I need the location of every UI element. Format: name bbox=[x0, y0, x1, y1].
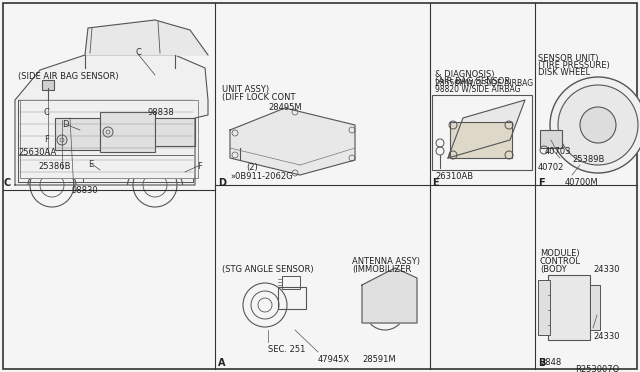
Text: (TIRE PRESSURE): (TIRE PRESSURE) bbox=[538, 61, 610, 70]
Text: A: A bbox=[218, 358, 225, 368]
Text: (IMMOBILIZER: (IMMOBILIZER bbox=[352, 265, 412, 274]
Text: 47945X: 47945X bbox=[318, 355, 350, 364]
Text: (2): (2) bbox=[246, 163, 258, 172]
Bar bbox=[100, 112, 155, 152]
Circle shape bbox=[550, 77, 640, 173]
Text: SENSOR UNIT): SENSOR UNIT) bbox=[538, 54, 598, 63]
Text: »0B911-2062G: »0B911-2062G bbox=[230, 172, 292, 181]
Text: 28556MW/O SIDE AIRBAG: 28556MW/O SIDE AIRBAG bbox=[435, 78, 533, 87]
Text: E: E bbox=[88, 160, 93, 169]
Text: 2848: 2848 bbox=[540, 358, 561, 367]
Text: (BODY: (BODY bbox=[540, 265, 566, 274]
Text: 24330: 24330 bbox=[593, 332, 620, 341]
Text: DISK WHEEL: DISK WHEEL bbox=[538, 68, 590, 77]
Text: (STG ANGLE SENSOR): (STG ANGLE SENSOR) bbox=[222, 265, 314, 274]
Bar bbox=[538, 280, 550, 335]
Polygon shape bbox=[362, 268, 417, 323]
Bar bbox=[450, 122, 512, 158]
Text: 26310AB: 26310AB bbox=[435, 172, 473, 181]
Circle shape bbox=[558, 85, 638, 165]
Bar bbox=[18, 100, 83, 182]
Text: C: C bbox=[4, 178, 12, 188]
Text: E: E bbox=[432, 178, 438, 188]
Text: (DIFF LOCK CONT: (DIFF LOCK CONT bbox=[222, 93, 296, 102]
Text: 98838: 98838 bbox=[148, 108, 175, 117]
Text: D: D bbox=[218, 178, 226, 188]
Text: C: C bbox=[44, 108, 50, 117]
Bar bbox=[55, 118, 100, 150]
Text: 25386B: 25386B bbox=[38, 162, 70, 171]
Text: (AIR BAG SENSOR: (AIR BAG SENSOR bbox=[435, 77, 510, 86]
Text: 24330: 24330 bbox=[593, 265, 620, 274]
Bar bbox=[590, 285, 600, 330]
Bar bbox=[282, 276, 300, 289]
Text: 25630AA: 25630AA bbox=[18, 148, 56, 157]
Text: ANTENNA ASSY): ANTENNA ASSY) bbox=[352, 257, 420, 266]
Text: MODULE): MODULE) bbox=[540, 249, 580, 258]
Bar bbox=[18, 100, 193, 182]
Text: UNIT ASSY): UNIT ASSY) bbox=[222, 85, 269, 94]
Circle shape bbox=[238, 141, 242, 145]
Bar bbox=[155, 118, 195, 146]
Polygon shape bbox=[15, 55, 208, 185]
Bar bbox=[278, 287, 306, 309]
Text: & DIAGNOSIS): & DIAGNOSIS) bbox=[435, 70, 495, 79]
Polygon shape bbox=[448, 100, 525, 158]
Bar bbox=[118, 118, 133, 128]
Text: C: C bbox=[135, 48, 141, 57]
Text: CONTROL: CONTROL bbox=[540, 257, 581, 266]
Text: 98820 W/SIDE AIRBAG: 98820 W/SIDE AIRBAG bbox=[435, 85, 520, 94]
Bar bbox=[42, 80, 54, 90]
Bar bbox=[92, 30, 154, 52]
Circle shape bbox=[580, 107, 616, 143]
Bar bbox=[540, 130, 562, 148]
Bar bbox=[432, 95, 532, 170]
Text: D: D bbox=[62, 120, 68, 129]
Text: 40702: 40702 bbox=[538, 163, 564, 172]
Polygon shape bbox=[230, 108, 355, 175]
Text: (SIDE AIR BAG SENSOR): (SIDE AIR BAG SENSOR) bbox=[18, 72, 118, 81]
Bar bbox=[20, 100, 198, 178]
Bar bbox=[158, 33, 186, 51]
Text: 25389B: 25389B bbox=[572, 155, 604, 164]
Text: 28495M: 28495M bbox=[268, 103, 301, 112]
Text: F: F bbox=[197, 162, 202, 171]
Text: 40700M: 40700M bbox=[565, 178, 598, 187]
Text: SEC. 251: SEC. 251 bbox=[268, 345, 305, 354]
Text: 40703: 40703 bbox=[545, 147, 572, 156]
Text: F: F bbox=[538, 178, 545, 188]
Text: R253007Q: R253007Q bbox=[575, 365, 620, 372]
Text: F: F bbox=[44, 135, 49, 144]
Text: 28591M: 28591M bbox=[362, 355, 396, 364]
Bar bbox=[548, 275, 590, 340]
Text: 98830: 98830 bbox=[72, 186, 99, 195]
Text: B: B bbox=[538, 358, 545, 368]
Polygon shape bbox=[85, 20, 208, 55]
